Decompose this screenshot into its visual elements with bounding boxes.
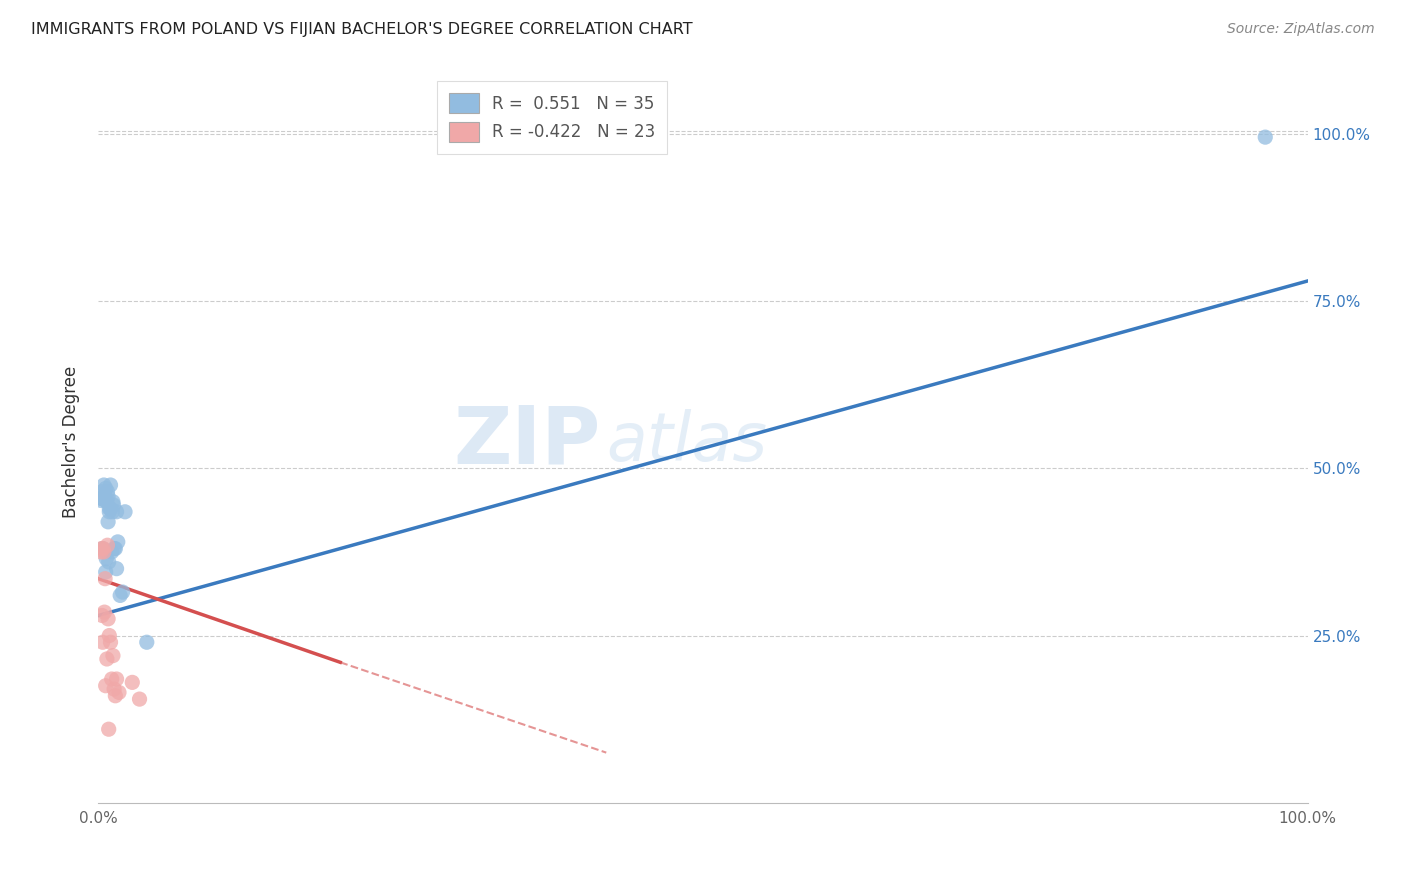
Point — [100, 635, 122, 649]
Point — [114, 505, 136, 519]
Point — [91, 635, 114, 649]
Point — [97, 489, 120, 503]
Point — [90, 491, 112, 506]
Point — [104, 689, 127, 703]
Point — [94, 572, 117, 586]
Point — [103, 541, 125, 556]
Point — [128, 692, 150, 706]
Point — [93, 545, 115, 559]
Point — [94, 482, 117, 496]
Point — [96, 494, 118, 508]
Point — [121, 675, 143, 690]
Point — [105, 562, 128, 576]
Text: Source: ZipAtlas.com: Source: ZipAtlas.com — [1227, 22, 1375, 37]
Point — [90, 545, 112, 559]
Text: atlas: atlas — [606, 409, 768, 475]
Point — [100, 478, 122, 492]
Point — [101, 494, 124, 508]
Point — [91, 492, 114, 507]
Point — [105, 672, 128, 686]
Point — [108, 685, 131, 699]
Point — [108, 589, 131, 603]
Point — [97, 555, 120, 569]
Point — [101, 648, 124, 663]
Point — [100, 545, 122, 559]
Point — [100, 672, 122, 686]
Point — [96, 652, 118, 666]
Point — [97, 515, 120, 529]
Point — [105, 505, 128, 519]
Point — [91, 491, 114, 506]
Point — [98, 501, 121, 516]
Point — [93, 605, 115, 619]
Point — [111, 585, 134, 599]
Point — [103, 498, 125, 512]
Point — [96, 538, 118, 552]
Point — [91, 541, 114, 556]
Point — [93, 488, 115, 502]
Point — [1254, 130, 1277, 145]
Point — [107, 534, 129, 549]
Point — [103, 681, 125, 696]
Point — [98, 505, 121, 519]
Y-axis label: Bachelor's Degree: Bachelor's Degree — [62, 366, 80, 517]
Point — [94, 565, 117, 579]
Point — [101, 505, 124, 519]
Point — [104, 541, 127, 556]
Point — [91, 608, 114, 623]
Point — [90, 493, 112, 508]
Point — [91, 484, 114, 499]
Text: IMMIGRANTS FROM POLAND VS FIJIAN BACHELOR'S DEGREE CORRELATION CHART: IMMIGRANTS FROM POLAND VS FIJIAN BACHELO… — [31, 22, 693, 37]
Point — [93, 478, 115, 492]
Point — [97, 723, 120, 737]
Point — [91, 541, 114, 556]
Point — [91, 491, 114, 506]
Point — [94, 679, 117, 693]
Point — [97, 612, 120, 626]
Point — [96, 551, 118, 566]
Point — [100, 501, 122, 516]
Point — [98, 628, 121, 642]
Point — [96, 484, 118, 499]
Text: ZIP: ZIP — [453, 402, 600, 481]
Point — [90, 541, 112, 556]
Point — [135, 635, 157, 649]
Legend: R =  0.551   N = 35, R = -0.422   N = 23: R = 0.551 N = 35, R = -0.422 N = 23 — [437, 81, 666, 153]
